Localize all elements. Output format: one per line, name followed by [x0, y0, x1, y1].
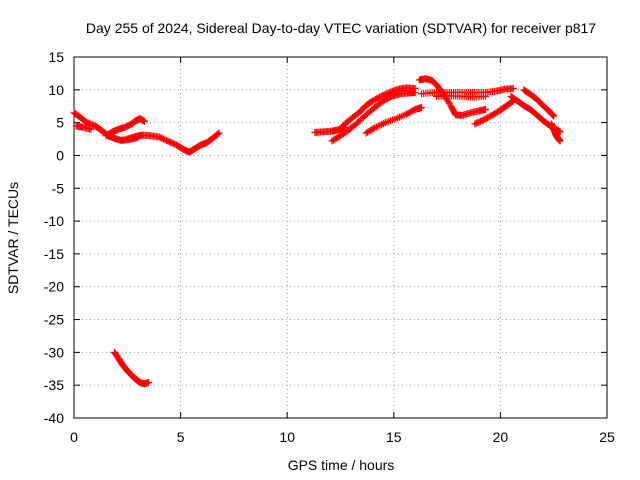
series-arc-14: [520, 86, 558, 120]
data-point: [481, 106, 489, 114]
x-tick-label: 10: [279, 429, 295, 445]
series-arc-4: [72, 122, 95, 133]
grid-layer: [74, 57, 607, 418]
y-tick-label: 15: [48, 49, 64, 65]
data-point: [548, 111, 556, 119]
data-point: [481, 92, 489, 100]
data-point: [145, 379, 153, 387]
x-tick-label: 5: [177, 429, 185, 445]
series-arc-5: [111, 348, 153, 388]
series-arc-11: [418, 85, 517, 98]
series-arc-13: [471, 97, 517, 128]
x-tick-label: 25: [599, 429, 615, 445]
tick-layer: 0 5 10 15 20 25 15 10 5 0 -5 -10 -15 -20 -25 -30 -35 -40: [44, 49, 615, 445]
data-point: [556, 137, 564, 145]
data-point: [550, 112, 558, 120]
series-arc-2: [102, 115, 148, 140]
x-axis-label: GPS time / hours: [288, 457, 395, 473]
plot-frame: [73, 56, 608, 419]
data-point: [509, 85, 517, 93]
data-point: [140, 117, 148, 125]
y-tick-label: 0: [56, 147, 64, 163]
y-tick-label: -30: [44, 344, 64, 360]
y-tick-label: -25: [44, 312, 64, 328]
y-tick-label: 5: [56, 115, 64, 131]
series-arc-12: [432, 92, 489, 101]
data-point: [215, 129, 223, 137]
chart-title: Day 255 of 2024, Sidereal Day-to-day VTE…: [86, 20, 596, 36]
x-tick-label: 20: [493, 429, 509, 445]
series-arc-16: [548, 120, 564, 145]
data-point: [411, 88, 419, 96]
y-tick-label: -15: [44, 246, 64, 262]
data-point: [549, 111, 557, 119]
y-tick-label: -40: [44, 410, 64, 426]
x-tick-label: 15: [386, 429, 402, 445]
series-arc-8: [328, 88, 419, 145]
series-arc-9: [362, 104, 426, 137]
data-point: [87, 125, 95, 133]
y-tick-label: -10: [44, 213, 64, 229]
series-arc-3: [123, 129, 223, 156]
mark-layer: [70, 75, 564, 388]
y-tick-label: 10: [48, 82, 64, 98]
y-tick-label: -20: [44, 279, 64, 295]
y-tick-label: -35: [44, 377, 64, 393]
y-axis-label: SDTVAR / TECUs: [5, 182, 21, 294]
x-tick-label: 0: [70, 429, 78, 445]
data-point: [418, 104, 426, 112]
data-point: [214, 130, 222, 138]
y-tick-label: -5: [52, 180, 65, 196]
